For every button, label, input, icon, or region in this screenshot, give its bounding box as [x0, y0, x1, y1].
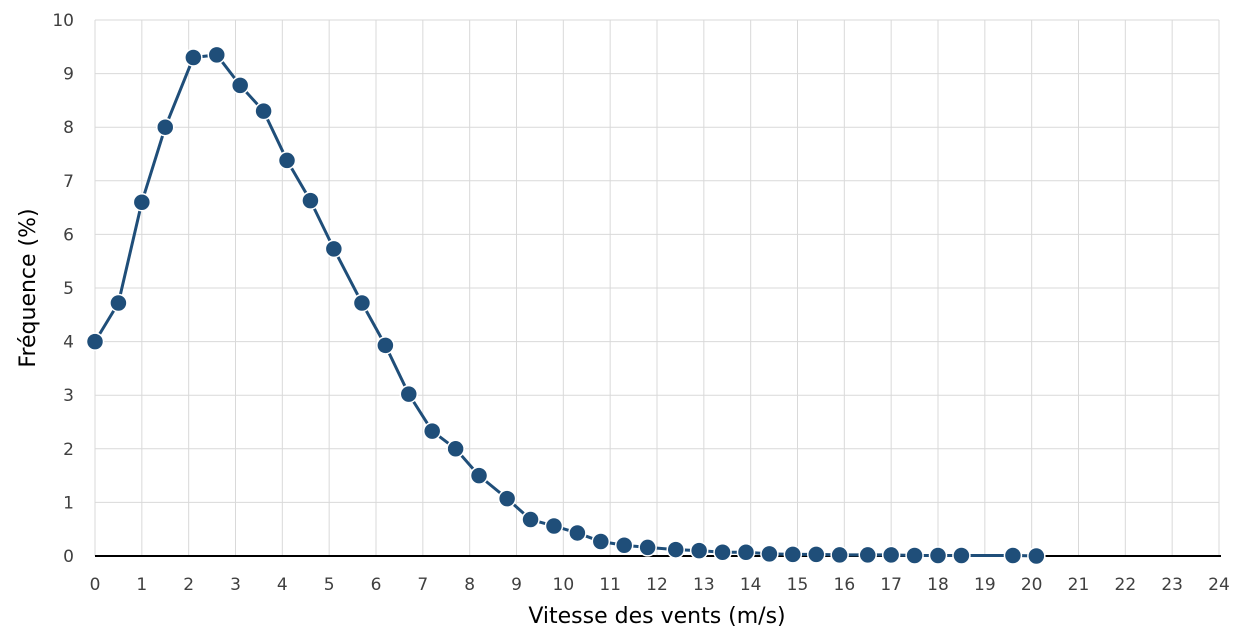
data-point [568, 523, 587, 543]
data-point [376, 336, 395, 355]
data-point [614, 536, 634, 555]
y-tick-labels: 0 1 2 3 4 5 6 7 8 9 10 [52, 11, 74, 567]
y-tick-label: 6 [63, 225, 74, 245]
x-tick-label: 24 [1208, 575, 1230, 595]
x-tick-label: 12 [646, 575, 668, 595]
x-tick-label: 21 [1068, 575, 1090, 595]
data-point [521, 510, 540, 529]
grid [94, 19, 1220, 556]
x-tick-label: 14 [740, 575, 762, 595]
data-point [591, 532, 611, 551]
data-point [783, 545, 803, 564]
data-point [881, 545, 901, 565]
data-point [544, 516, 564, 536]
x-tick-label: 9 [511, 575, 522, 595]
x-tick-label: 7 [417, 575, 428, 595]
series-line [93, 53, 1037, 558]
x-tick-labels: 0 1 2 3 4 5 6 7 8 9 10 11 12 13 14 15 16 17 18 19 20 21 22 23 24 [90, 575, 1230, 595]
x-tick-label: 8 [464, 575, 475, 595]
x-axis-title: Vitesse des vents (m/s) [528, 604, 785, 629]
data-point [469, 466, 489, 485]
data-point [230, 76, 250, 95]
x-tick-label: 0 [90, 575, 101, 595]
x-tick-label: 2 [183, 575, 194, 595]
data-point [952, 546, 971, 565]
data-point [497, 489, 517, 508]
y-tick-label: 0 [63, 547, 74, 567]
data-point [858, 545, 877, 565]
data-point [1027, 546, 1046, 566]
x-tick-label: 19 [974, 575, 996, 595]
x-tick-label: 18 [927, 575, 949, 595]
x-tick-label: 5 [324, 575, 335, 595]
data-point [85, 332, 105, 351]
data-point [666, 540, 685, 559]
y-tick-label: 10 [52, 11, 74, 31]
data-point [352, 293, 372, 313]
y-tick-label: 7 [63, 172, 74, 192]
data-point [806, 545, 826, 564]
x-tick-label: 16 [834, 575, 856, 595]
data-point [109, 293, 128, 313]
data-point [301, 191, 320, 210]
data-point [207, 45, 227, 65]
x-tick-label: 23 [1161, 575, 1183, 595]
series [85, 45, 1046, 566]
data-point [928, 546, 948, 565]
data-point [446, 439, 465, 459]
x-tick-label: 13 [693, 575, 715, 595]
data-point [830, 545, 849, 565]
y-axis-title: Fréquence (%) [16, 208, 41, 367]
x-tick-label: 1 [136, 575, 147, 595]
data-point [1003, 546, 1023, 565]
x-tick-label: 22 [1115, 575, 1137, 595]
x-tick-label: 6 [371, 575, 382, 595]
y-tick-label: 4 [63, 333, 74, 353]
data-point [399, 384, 419, 404]
x-tick-label: 11 [599, 575, 621, 595]
y-tick-label: 8 [63, 118, 74, 138]
x-tick-label: 4 [277, 575, 288, 595]
y-tick-label: 9 [63, 65, 74, 85]
x-tick-label: 20 [1021, 575, 1043, 595]
y-tick-label: 5 [63, 279, 74, 299]
data-point [689, 541, 709, 560]
data-point [905, 546, 924, 565]
x-tick-label: 10 [553, 575, 575, 595]
x-tick-label: 17 [880, 575, 902, 595]
x-tick-label: 15 [787, 575, 809, 595]
data-point [277, 151, 297, 170]
data-point [422, 421, 442, 441]
x-tick-label: 3 [230, 575, 241, 595]
data-point [760, 544, 779, 564]
y-tick-label: 3 [63, 386, 74, 406]
data-point [324, 239, 344, 259]
data-point [184, 48, 203, 67]
y-tick-label: 1 [63, 493, 74, 513]
data-point [156, 117, 175, 137]
data-point [713, 542, 732, 562]
data-point [254, 101, 273, 121]
data-point [638, 538, 657, 557]
data-point [132, 192, 152, 212]
data-point [736, 542, 756, 562]
y-tick-label: 2 [63, 440, 74, 460]
